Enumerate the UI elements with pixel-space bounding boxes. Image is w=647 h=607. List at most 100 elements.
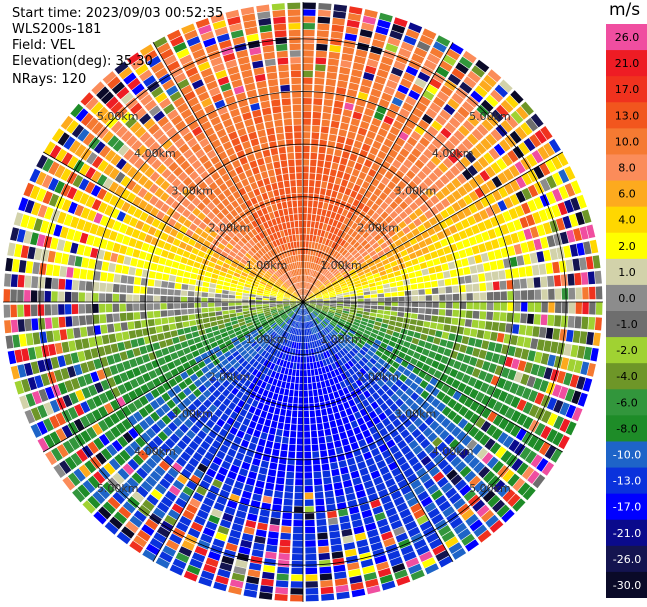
velocity-gate: [409, 202, 419, 211]
velocity-gate: [225, 325, 233, 332]
velocity-gate: [200, 67, 213, 78]
velocity-gate: [283, 274, 288, 280]
velocity-gate: [317, 332, 322, 339]
velocity-gate: [205, 327, 213, 334]
velocity-gate: [526, 240, 536, 252]
velocity-gate: [336, 170, 344, 179]
velocity-gate: [190, 103, 203, 113]
velocity-gate: [377, 128, 388, 138]
velocity-gate: [530, 113, 544, 128]
velocity-gate: [298, 397, 303, 404]
velocity-gate: [110, 343, 119, 353]
velocity-gate: [479, 311, 487, 320]
velocity-gate: [504, 135, 517, 148]
velocity-gate: [425, 108, 438, 119]
velocity-gate: [262, 298, 270, 301]
velocity-gate: [262, 304, 270, 307]
velocity-gate: [323, 422, 330, 430]
velocity-gate: [413, 417, 424, 428]
velocity-gate: [305, 315, 308, 322]
velocity-gate: [346, 19, 360, 28]
velocity-gate: [135, 329, 143, 338]
velocity-gate: [51, 447, 63, 462]
velocity-gate: [155, 210, 165, 221]
velocity-gate: [285, 292, 292, 296]
velocity-gate: [485, 206, 495, 217]
velocity-gate: [380, 121, 391, 132]
velocity-gate: [213, 380, 221, 389]
velocity-gate: [305, 567, 318, 575]
velocity-gate: [286, 272, 291, 279]
velocity-gate: [542, 222, 553, 235]
velocity-gate: [430, 234, 439, 243]
velocity-gate: [467, 114, 480, 127]
velocity-gate: [295, 307, 300, 313]
velocity-gate: [269, 297, 276, 300]
velocity-gate: [276, 429, 283, 437]
velocity-gate: [436, 90, 449, 103]
velocity-gate: [465, 365, 475, 376]
velocity-gate: [113, 511, 128, 525]
velocity-gate: [315, 333, 320, 340]
velocity-gate: [385, 478, 396, 488]
velocity-gate: [281, 314, 288, 319]
velocity-gate: [257, 249, 264, 257]
velocity-gate: [422, 28, 437, 40]
velocity-gate: [296, 321, 299, 329]
velocity-gate: [388, 366, 397, 374]
velocity-gate: [184, 29, 198, 41]
velocity-gate: [209, 485, 220, 495]
velocity-gate: [144, 136, 156, 148]
velocity-gate: [426, 53, 441, 65]
velocity-gate: [256, 295, 263, 298]
velocity-gate: [303, 152, 310, 159]
velocity-gate: [345, 26, 359, 35]
velocity-gate: [273, 349, 279, 357]
velocity-gate: [500, 224, 510, 235]
velocity-gate: [79, 192, 90, 205]
velocity-gate: [304, 506, 314, 513]
velocity-gate: [491, 109, 504, 123]
velocity-gate: [320, 287, 326, 292]
velocity-gate: [306, 363, 311, 370]
velocity-gate: [248, 366, 255, 374]
velocity-gate: [103, 191, 113, 203]
velocity-gate: [287, 310, 293, 315]
velocity-gate: [474, 174, 485, 186]
velocity-gate: [293, 397, 298, 404]
velocity-gate: [293, 306, 299, 312]
velocity-gate: [285, 317, 291, 323]
velocity-gate: [64, 291, 72, 302]
velocity-gate: [391, 467, 402, 477]
velocity-gate: [402, 102, 414, 112]
velocity-gate: [399, 211, 408, 220]
velocity-gate: [505, 323, 513, 333]
velocity-gate: [354, 332, 362, 339]
velocity-gate: [290, 298, 297, 301]
velocity-gate: [231, 523, 243, 532]
velocity-gate: [161, 168, 172, 179]
velocity-gate: [227, 536, 240, 546]
velocity-gate: [212, 197, 221, 206]
velocity-gate: [299, 322, 301, 329]
velocity-gate: [293, 362, 297, 370]
velocity-gate: [122, 331, 130, 341]
velocity-gate: [470, 90, 484, 103]
velocity-gate: [305, 282, 308, 289]
velocity-gate: [81, 387, 92, 399]
velocity-gate: [284, 354, 289, 361]
velocity-gate: [193, 176, 204, 186]
velocity-gate: [269, 242, 275, 249]
velocity-gate: [322, 223, 328, 231]
velocity-gate: [397, 479, 409, 489]
velocity-gate: [117, 436, 129, 448]
velocity-gate: [395, 153, 406, 164]
velocity-gate: [483, 262, 491, 272]
velocity-gate: [72, 174, 84, 188]
velocity-gate: [18, 260, 27, 273]
velocity-gate: [421, 557, 436, 569]
velocity-gate: [202, 206, 211, 216]
velocity-gate: [222, 285, 230, 291]
velocity-gate: [173, 358, 182, 367]
velocity-gate: [71, 304, 79, 315]
